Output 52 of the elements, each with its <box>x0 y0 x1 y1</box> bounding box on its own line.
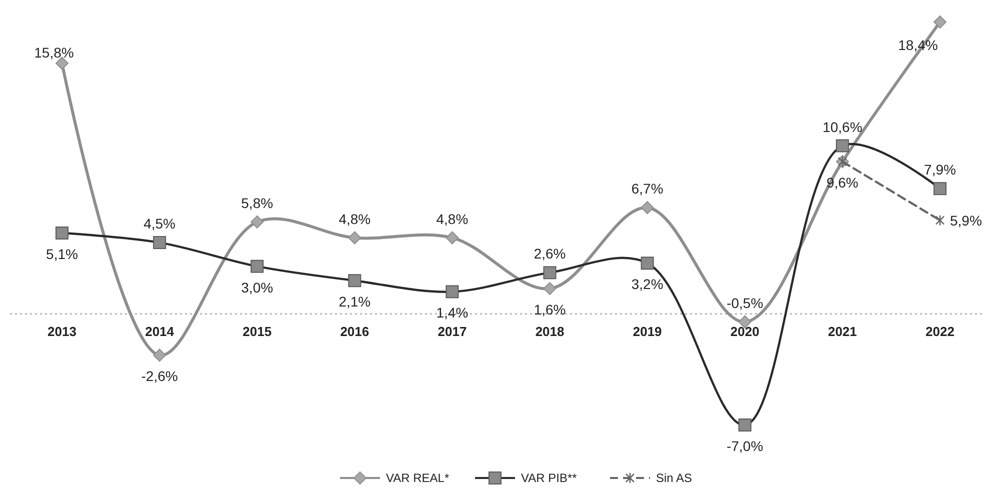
data-label: 6,7% <box>631 180 664 197</box>
data-label: 5,9% <box>950 212 982 228</box>
point <box>738 418 752 432</box>
data-label: -0,5% <box>726 294 764 311</box>
x-tick-label: 2016 <box>340 324 370 339</box>
x-tick-label: 2014 <box>145 324 175 339</box>
data-label: 5,1% <box>46 246 78 262</box>
point <box>640 256 654 270</box>
data-label: 7,9% <box>924 162 956 178</box>
data-label: -2,6% <box>141 368 178 384</box>
data-label: 1,4% <box>436 304 468 321</box>
point <box>543 282 556 296</box>
x-tick-label: 2015 <box>242 324 272 339</box>
x-tick-label: 2022 <box>926 324 954 339</box>
data-label: 2,6% <box>534 246 566 262</box>
legend-label: VAR PIB** <box>521 471 578 485</box>
point <box>153 348 166 362</box>
point <box>836 139 849 152</box>
data-label: 10,6% <box>822 118 862 135</box>
point <box>250 215 264 228</box>
point <box>935 214 945 226</box>
x-tick-label: 2017 <box>438 324 467 339</box>
x-tick-label: 2020 <box>730 324 760 339</box>
data-label: 9,6% <box>826 174 858 191</box>
point <box>934 182 946 196</box>
data-label: 4,8% <box>436 210 468 227</box>
point <box>348 274 362 288</box>
point <box>348 231 362 244</box>
data-label: 3,0% <box>241 279 274 296</box>
data-label: -7,0% <box>726 438 764 454</box>
point <box>543 266 556 280</box>
x-tick-label: 2013 <box>48 324 76 339</box>
point <box>56 226 68 240</box>
x-tick-label: 2021 <box>828 324 857 339</box>
legend-label: VAR REAL* <box>386 471 450 485</box>
point <box>153 236 166 250</box>
point <box>446 231 459 244</box>
point <box>446 285 459 298</box>
data-label: 3,2% <box>631 276 664 292</box>
data-label: 4,8% <box>338 210 371 227</box>
data-label: 1,6% <box>534 302 566 318</box>
point <box>640 201 654 214</box>
point <box>250 260 264 273</box>
data-label: 15,8% <box>34 44 74 60</box>
point <box>934 16 946 28</box>
legend-label: Sin AS <box>656 471 692 485</box>
data-label: 4,5% <box>144 216 176 232</box>
x-tick-label: 2018 <box>535 324 564 339</box>
data-label: 5,8% <box>241 194 274 211</box>
data-label: 18,4% <box>898 37 938 53</box>
data-label: 2,1% <box>338 294 371 310</box>
x-tick-label: 2019 <box>632 324 662 339</box>
